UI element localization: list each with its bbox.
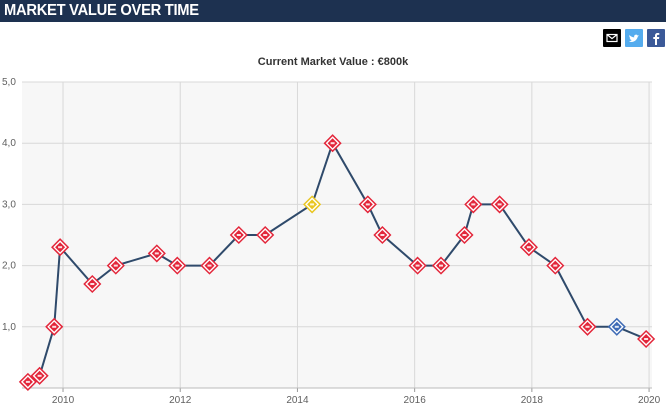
market-value-point[interactable] [373, 225, 392, 245]
y-tick-label: 2,0 [2, 261, 16, 272]
market-value-point[interactable] [200, 256, 219, 275]
y-tick-label: 5,0 [2, 77, 16, 88]
share-facebook-button[interactable] [647, 29, 665, 47]
x-tick-label: 2012 [169, 395, 192, 406]
market-value-point[interactable] [256, 225, 275, 245]
market-value-point[interactable] [578, 317, 597, 336]
market-value-point[interactable] [51, 238, 70, 257]
plot-background [22, 82, 652, 388]
section-title: MARKET VALUE OVER TIME [4, 2, 199, 19]
x-tick-label: 2020 [638, 395, 661, 406]
market-value-point[interactable] [168, 256, 187, 275]
y-tick-label: 3,0 [2, 199, 16, 210]
envelope-icon [606, 33, 618, 43]
market-value-point[interactable] [106, 256, 125, 275]
market-value-point[interactable] [431, 256, 451, 275]
facebook-f-icon [653, 33, 660, 45]
y-tick-label: 1,0 [2, 322, 16, 333]
market-value-point[interactable] [455, 225, 474, 245]
section-header: MARKET VALUE OVER TIME [0, 0, 666, 22]
market-value-point[interactable] [519, 238, 538, 257]
x-tick-label: 2018 [521, 395, 544, 406]
market-value-point[interactable] [303, 195, 322, 214]
market-value-point[interactable] [18, 372, 37, 391]
chart-title: Current Market Value : €800k [257, 56, 409, 68]
market-value-point[interactable] [30, 366, 49, 385]
share-twitter-button[interactable] [625, 29, 643, 47]
share-email-button[interactable] [603, 29, 621, 47]
market-value-point[interactable] [229, 225, 248, 245]
market-value-point[interactable] [358, 195, 377, 214]
market-value-point[interactable] [83, 274, 102, 294]
market-value-point[interactable] [45, 317, 64, 336]
y-tick-label: 4,0 [2, 138, 16, 149]
market-value-point[interactable] [147, 244, 166, 263]
x-tick-label: 2014 [286, 395, 309, 406]
x-tick-label: 2016 [404, 395, 427, 406]
market-value-point[interactable] [464, 195, 483, 214]
market-value-point[interactable] [323, 134, 342, 153]
market-value-point[interactable] [637, 329, 656, 349]
market-value-point[interactable] [490, 195, 509, 214]
x-tick-label: 2010 [52, 395, 75, 406]
market-value-point[interactable] [546, 256, 565, 275]
market-value-point[interactable] [408, 256, 427, 275]
market-value-point[interactable] [607, 317, 626, 336]
twitter-bird-icon [629, 34, 640, 42]
